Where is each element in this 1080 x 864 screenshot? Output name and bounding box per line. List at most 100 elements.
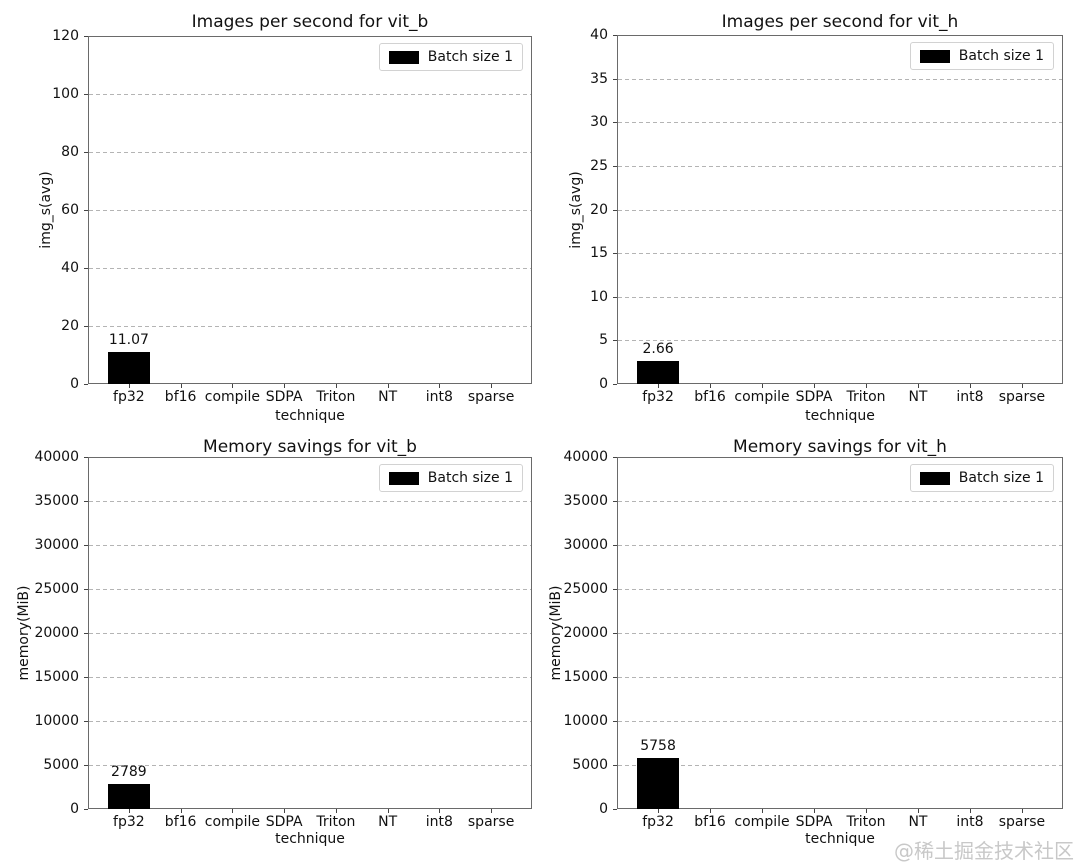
x-tick [865,384,867,388]
x-tick-label: Triton [846,389,886,405]
x-tick [969,384,971,388]
chart-title: Images per second for vit_h [721,12,959,32]
x-tick-label: compile [204,389,260,405]
y-tick-label: 15000 [563,669,608,685]
x-tick-label: sparse [998,389,1046,405]
legend-label: Batch size 1 [958,48,1044,64]
x-tick-label: SDPA [265,389,303,405]
x-tick [180,384,182,388]
x-tick [439,384,441,388]
gridline [89,677,531,678]
bar-fp32 [108,784,150,809]
gridline [618,209,1062,211]
gridline [618,122,1062,124]
y-tick-label: 120 [52,28,79,44]
legend-swatch [388,471,419,485]
y-tick [84,210,88,211]
y-tick-label: 35 [590,70,608,87]
x-tick-label: fp32 [113,814,145,830]
x-tick [865,809,867,813]
bar-value-label: 2789 [111,764,147,781]
x-tick-label: int8 [956,389,984,405]
y-tick [84,326,88,327]
chart-memory-savings-vit-h: Memory savings for vit_h memory(MiB) techn… [540,432,1080,864]
y-tick [84,545,88,546]
gridline [618,253,1062,255]
x-tick-label: SDPA [265,814,303,830]
y-tick-label: 25000 [34,581,79,597]
x-tick [128,809,130,813]
gridline [89,633,531,634]
y-tick [84,384,88,385]
y-tick-label: 35000 [563,493,608,509]
x-tick-label: bf16 [694,814,726,830]
gridline [618,721,1062,722]
y-tick-label: 0 [70,376,79,392]
x-tick [180,809,182,813]
x-tick-label: NT [378,814,398,830]
y-tick [613,545,617,546]
y-tick-label: 5000 [43,757,79,773]
legend: Batch size 1 [378,43,523,71]
y-tick [84,677,88,678]
x-tick [917,809,919,813]
y-tick-label: 35000 [34,493,79,509]
y-tick [84,589,88,590]
y-tick-label: 0 [599,376,608,392]
x-tick [335,809,337,813]
x-tick-label: Triton [846,814,886,830]
y-tick-label: 15 [590,245,608,262]
y-tick [84,633,88,634]
y-tick [613,633,617,634]
y-tick-label: 100 [52,86,79,102]
gridline [618,545,1062,546]
y-tick-label: 30000 [34,537,79,553]
y-tick [84,501,88,502]
y-tick-label: 5000 [572,757,608,773]
x-tick [232,384,234,388]
legend: Batch size 1 [378,464,523,492]
legend-swatch [919,49,950,63]
x-tick [491,809,493,813]
x-tick [284,809,286,813]
x-tick [762,809,764,813]
x-tick [710,809,712,813]
y-tick [613,809,617,810]
x-tick-label: bf16 [164,814,197,830]
x-tick-label: sparse [467,389,515,405]
chart-title: Memory savings for vit_b [203,437,417,457]
y-tick [84,809,88,810]
chart-title: Memory savings for vit_h [733,437,947,457]
x-tick-label: int8 [425,814,453,830]
x-tick [658,809,660,813]
y-tick [84,94,88,95]
y-tick [84,36,88,37]
legend-swatch [919,471,950,485]
x-tick [232,809,234,813]
y-tick-label: 30000 [563,537,608,553]
chart-images-per-second-vit-b: Images per second for vit_b img_s(avg) tec… [0,0,540,432]
x-tick-label: compile [734,389,790,405]
x-tick [1021,809,1023,813]
x-axis-label: technique [805,408,875,424]
x-tick-label: Triton [316,389,356,405]
gridline [618,296,1062,298]
x-tick [439,809,441,813]
x-tick-label: fp32 [642,814,674,830]
y-tick-label: 5 [599,332,608,349]
bar-fp32 [637,758,679,809]
y-tick-label: 40000 [563,449,608,465]
y-tick [613,122,617,124]
y-tick [613,677,617,678]
legend: Batch size 1 [909,42,1054,70]
y-tick [613,721,617,722]
y-tick [613,209,617,211]
gridline [618,765,1062,766]
gridline [618,340,1062,342]
y-tick [84,152,88,153]
x-tick [969,809,971,813]
x-tick-label: fp32 [113,389,145,405]
y-tick-label: 30 [590,114,608,131]
x-tick [128,384,130,388]
